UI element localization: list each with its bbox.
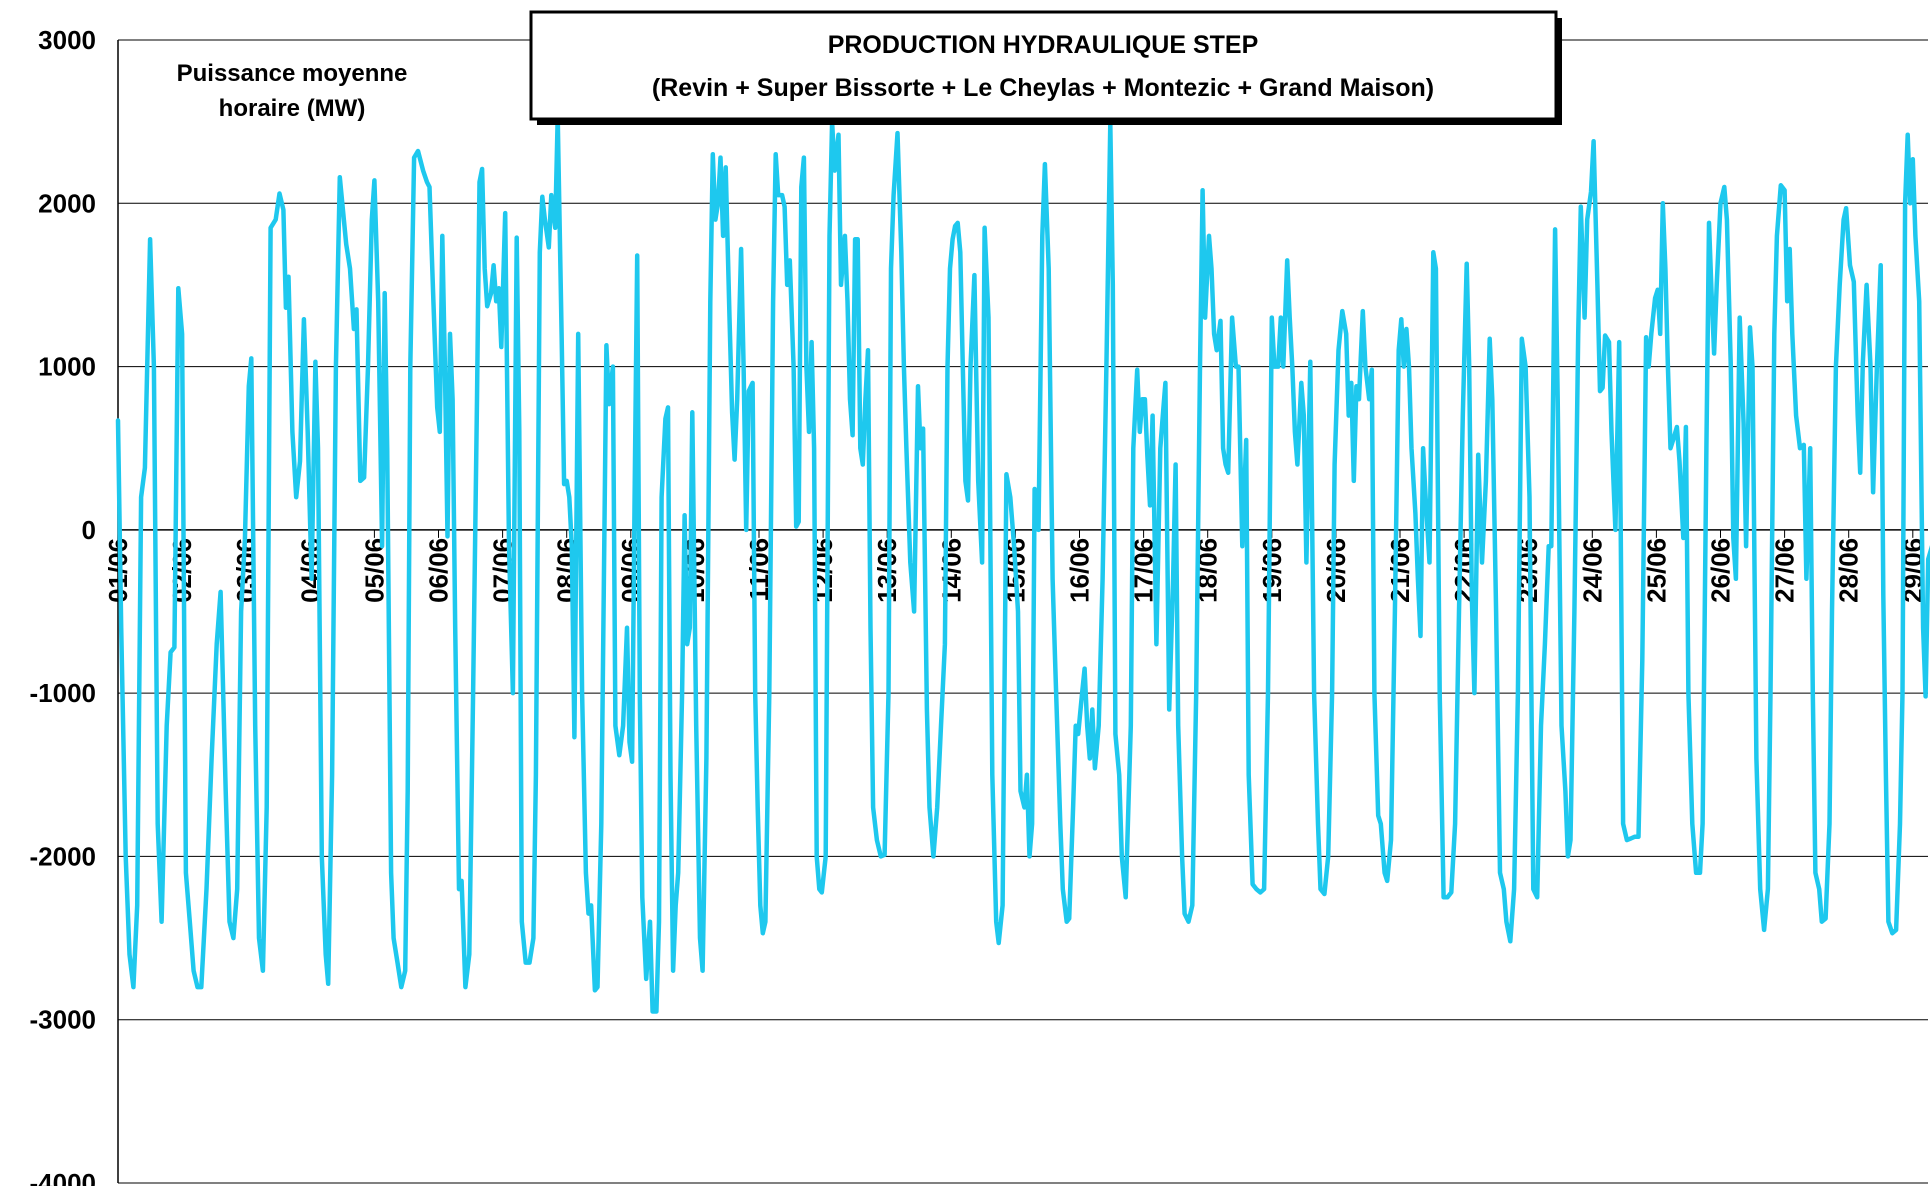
- title-box-frame: [529, 10, 1558, 121]
- x-tick-label: 16/06: [1065, 538, 1095, 603]
- x-tick-label: 21/06: [1385, 538, 1415, 603]
- x-tick-label: 05/06: [359, 538, 389, 603]
- chart-title-line2: (Revin + Super Bissorte + Le Cheylas + M…: [652, 74, 1434, 102]
- series-line: [115, 114, 1930, 1014]
- gridlines: [118, 39, 1928, 1184]
- y-tick-label: 3000: [38, 25, 96, 55]
- y-tick-label: -3000: [30, 1005, 97, 1035]
- series-group: [115, 114, 1930, 1014]
- y-tick-label: -2000: [30, 841, 97, 871]
- title-box: PRODUCTION HYDRAULIQUE STEP (Revin + Sup…: [529, 10, 1562, 125]
- y-tick-label: 1000: [38, 352, 96, 382]
- x-tick-label: 14/06: [936, 538, 966, 603]
- y-tick-label: -4000: [30, 1168, 97, 1186]
- y-axis-label-line2: horaire (MW): [219, 95, 366, 122]
- x-tick-label: 19/06: [1257, 538, 1287, 603]
- y-axis-label: Puissance moyenne horaire (MW): [177, 60, 408, 122]
- y-tick-label: 0: [82, 515, 96, 545]
- x-tick-label: 26/06: [1706, 538, 1736, 603]
- x-tick-label: 27/06: [1770, 538, 1800, 603]
- x-tick-label: 24/06: [1577, 538, 1607, 603]
- y-tick-labels: 3000 2000 1000 0 -1000 -2000 -3000 -4000: [30, 25, 97, 1186]
- y-axis-label-line1: Puissance moyenne: [177, 60, 408, 87]
- chart-title-line1: PRODUCTION HYDRAULIQUE STEP: [828, 31, 1259, 59]
- y-tick-label: 2000: [38, 188, 96, 218]
- x-tick-label: 25/06: [1641, 538, 1671, 603]
- x-tick-label: 06/06: [424, 538, 454, 603]
- x-tick-label: 28/06: [1834, 538, 1864, 603]
- y-tick-label: -1000: [30, 678, 97, 708]
